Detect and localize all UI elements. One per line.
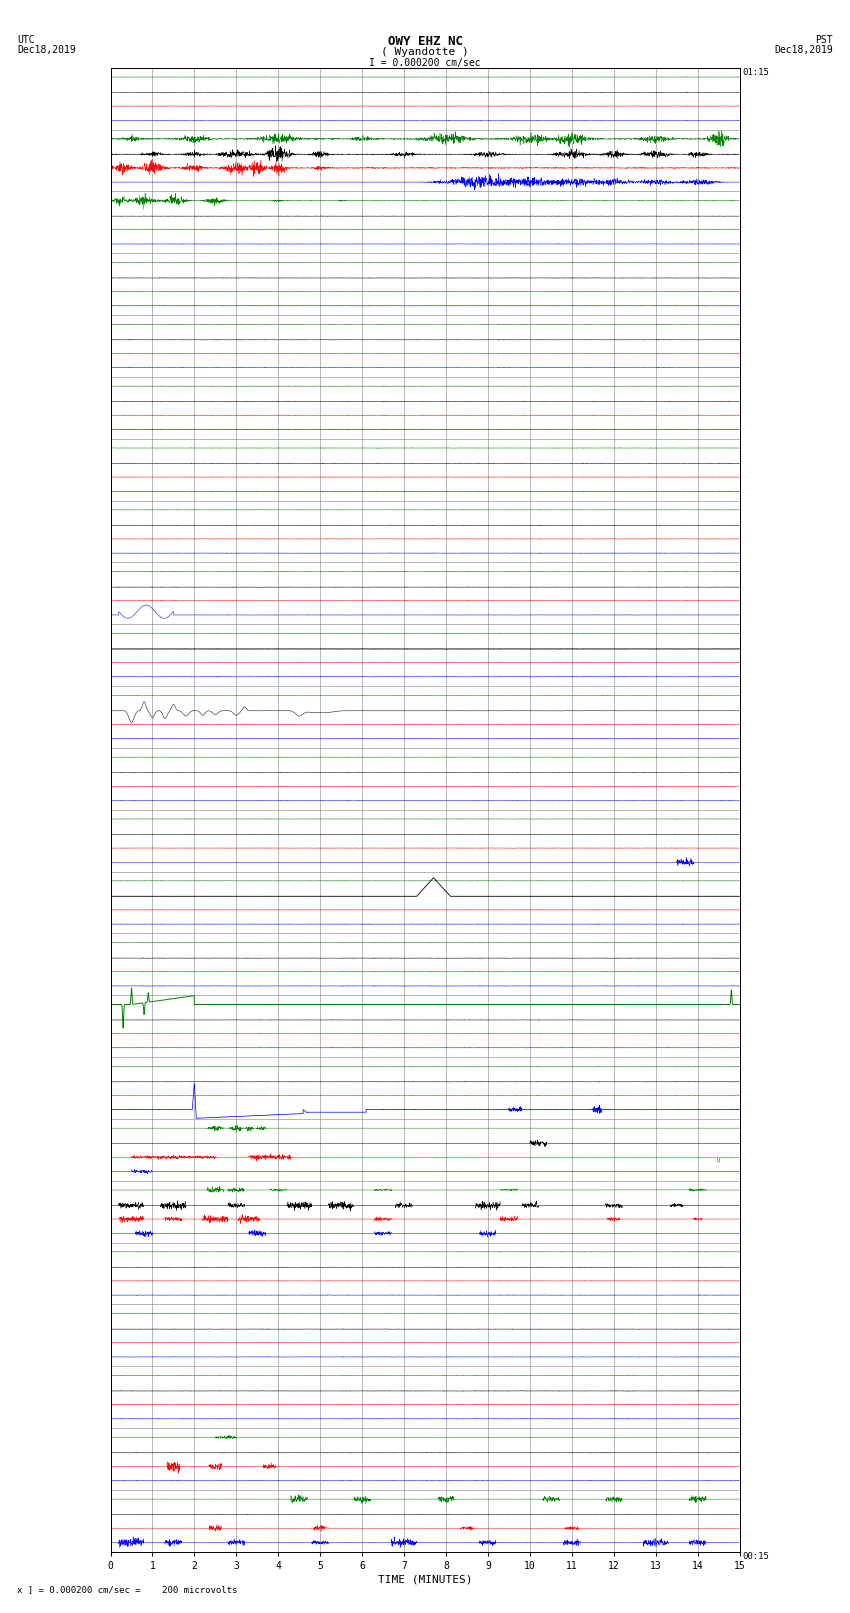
Text: ( Wyandotte ): ( Wyandotte ) [381,47,469,56]
Text: 00:15: 00:15 [743,1552,769,1561]
Text: x ] = 0.000200 cm/sec =    200 microvolts: x ] = 0.000200 cm/sec = 200 microvolts [17,1584,237,1594]
Text: PST: PST [815,35,833,45]
Text: Dec18,2019: Dec18,2019 [774,45,833,55]
Text: 01:15: 01:15 [743,68,769,77]
Text: Dec18,2019: Dec18,2019 [17,45,76,55]
Text: UTC: UTC [17,35,35,45]
X-axis label: TIME (MINUTES): TIME (MINUTES) [377,1574,473,1586]
Text: I = 0.000200 cm/sec: I = 0.000200 cm/sec [369,58,481,68]
Text: OWY EHZ NC: OWY EHZ NC [388,35,462,48]
